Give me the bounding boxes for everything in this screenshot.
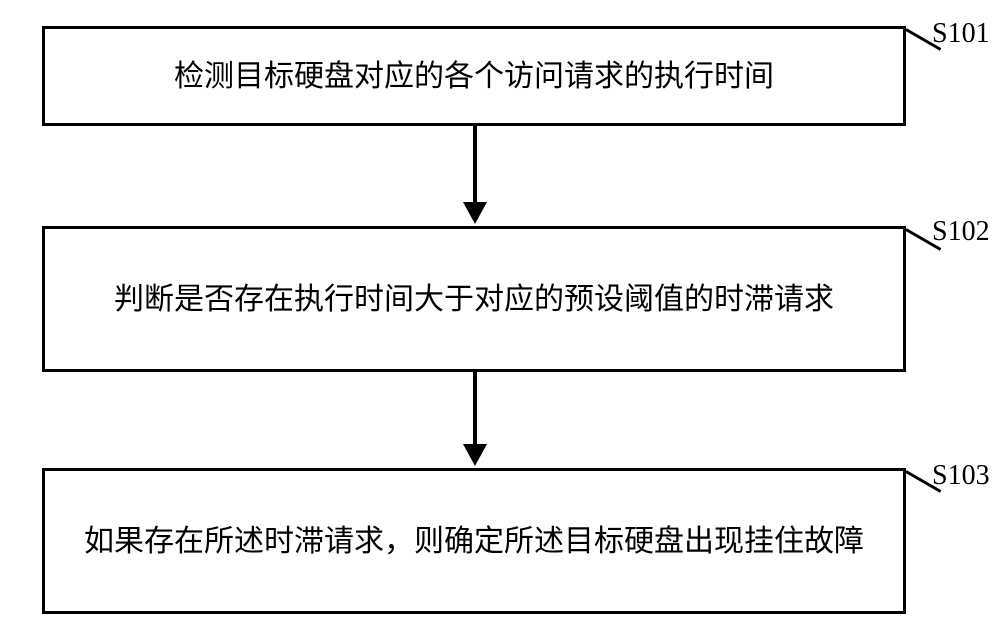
step-box-1: 检测目标硬盘对应的各个访问请求的执行时间 (42, 26, 906, 126)
step-text-3: 如果存在所述时滞请求，则确定所述目标硬盘出现挂住故障 (84, 519, 864, 564)
step-box-2: 判断是否存在执行时间大于对应的预设阈值的时滞请求 (42, 226, 906, 372)
step-label-2: S102 (932, 216, 990, 248)
step-text-1: 检测目标硬盘对应的各个访问请求的执行时间 (174, 54, 774, 99)
step-text-2: 判断是否存在执行时间大于对应的预设阈值的时滞请求 (114, 277, 834, 322)
flowchart-canvas: 检测目标硬盘对应的各个访问请求的执行时间 S101 判断是否存在执行时间大于对应… (0, 0, 1000, 636)
arrow-line-1 (473, 126, 477, 204)
step-label-3: S103 (932, 460, 990, 492)
step-label-1: S101 (932, 18, 990, 50)
arrow-head-2 (463, 444, 487, 466)
arrow-line-2 (473, 372, 477, 446)
arrow-head-1 (463, 202, 487, 224)
step-box-3: 如果存在所述时滞请求，则确定所述目标硬盘出现挂住故障 (42, 468, 906, 614)
